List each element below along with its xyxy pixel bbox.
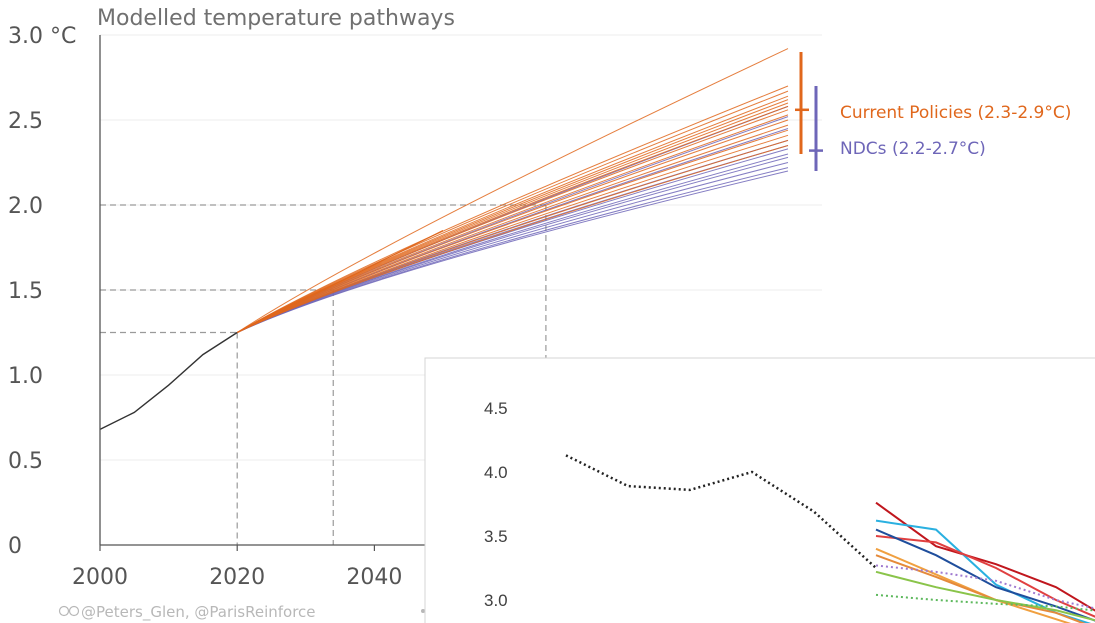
cc-icon (58, 605, 70, 617)
axes: 0 0.5 1.0 1.5 2.0 2.5 3.0 °C 2000 2020 2040 (8, 24, 425, 590)
legend-ndcs: NDCs (2.2-2.7°C) (840, 139, 986, 159)
by-icon (68, 605, 80, 617)
current-policy-pathway (236, 48, 789, 333)
pathway-lines (236, 48, 789, 334)
x-tick-label: 2000 (72, 565, 128, 590)
historical-series (99, 331, 238, 431)
current-policy-pathway (236, 119, 789, 333)
inset-y-tick-label: 3.0 (484, 591, 508, 610)
inset-series-line (875, 528, 1095, 622)
inset-series-line (875, 564, 1095, 610)
inset-series (565, 454, 1095, 623)
ndc-pathway (236, 170, 789, 333)
credit-text: @Peters_Glen, @ParisReinforce (81, 603, 316, 622)
inset-y-tick-label: 3.5 (484, 527, 508, 546)
ndc-pathway (236, 167, 789, 333)
y-tick-label: 3.0 °C (8, 24, 76, 49)
inset-series-line (875, 519, 1092, 623)
ndc-pathway (236, 139, 789, 333)
chart-title: Modelled temperature pathways (97, 6, 455, 31)
legend-current-policies: Current Policies (2.3-2.9°C) (840, 103, 1071, 123)
y-tick-label: 0 (8, 534, 22, 559)
inset-y-ticks: 3.0 3.5 4.0 4.5 (484, 399, 508, 610)
ndc-pathway (236, 153, 789, 333)
credit-line: @Peters_Glen, @ParisReinforce (58, 603, 425, 622)
inset-series-line (875, 501, 1095, 612)
separator-dot (421, 609, 425, 613)
inset-panel (424, 357, 1095, 623)
inset-series-line (875, 593, 1095, 612)
current-policy-pathway (236, 134, 789, 333)
range-markers (795, 52, 823, 171)
current-policy-pathway (236, 124, 789, 333)
inset-y-tick-label: 4.0 (484, 463, 508, 482)
y-tick-label: 1.0 (8, 364, 43, 389)
y-tick-label: 2.5 (8, 109, 43, 134)
inset-series-line (875, 570, 1095, 622)
y-tick-label: 2.0 (8, 194, 43, 219)
inset-y-tick-label: 4.5 (484, 399, 508, 418)
current-policy-pathway (236, 139, 789, 333)
y-tick-label: 0.5 (8, 449, 43, 474)
current-policy-pathway (236, 145, 789, 333)
x-tick-label: 2020 (209, 565, 265, 590)
short-pathway (236, 229, 444, 334)
historical-line (99, 331, 238, 431)
inset-chart: 3.0 3.5 4.0 4.5 (424, 357, 1095, 623)
y-tick-label: 1.5 (8, 279, 43, 304)
x-tick-label: 2040 (346, 565, 402, 590)
